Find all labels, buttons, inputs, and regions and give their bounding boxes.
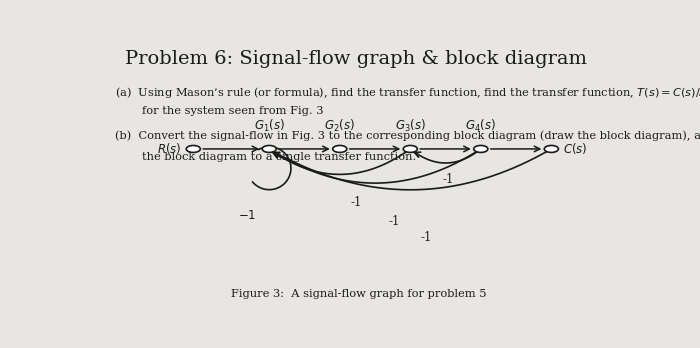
Text: Figure 3:  A signal-flow graph for problem 5: Figure 3: A signal-flow graph for proble… [231, 289, 486, 299]
Text: $G_3(s)$: $G_3(s)$ [395, 118, 426, 134]
Circle shape [474, 145, 488, 152]
Text: the block diagram to a single transfer function.: the block diagram to a single transfer f… [141, 152, 416, 161]
Text: (b)  Convert the signal-flow in Fig. 3 to the corresponding block diagram (draw : (b) Convert the signal-flow in Fig. 3 to… [115, 130, 700, 141]
Circle shape [403, 145, 417, 152]
Text: $G_4(s)$: $G_4(s)$ [466, 118, 496, 134]
Circle shape [332, 145, 346, 152]
Text: -1: -1 [389, 215, 400, 228]
Text: $G_2(s)$: $G_2(s)$ [324, 118, 356, 134]
Text: Problem 6: Signal-flow graph & block diagram: Problem 6: Signal-flow graph & block dia… [125, 50, 587, 68]
Text: -1: -1 [351, 196, 362, 209]
Text: $C(s)$: $C(s)$ [564, 141, 588, 157]
Circle shape [186, 145, 200, 152]
Text: (a)  Using Mason’s rule (or formula), find the transfer function, find the trans: (a) Using Mason’s rule (or formula), fin… [115, 85, 700, 100]
Text: for the system seen from Fig. 3: for the system seen from Fig. 3 [141, 106, 323, 116]
Text: $-1$: $-1$ [239, 209, 257, 222]
Text: -1: -1 [421, 231, 433, 244]
Text: $R(s)$: $R(s)$ [157, 141, 181, 157]
Circle shape [545, 145, 559, 152]
Circle shape [262, 145, 276, 152]
Text: $G_1(s)$: $G_1(s)$ [253, 118, 285, 134]
Text: -1: -1 [442, 173, 454, 186]
